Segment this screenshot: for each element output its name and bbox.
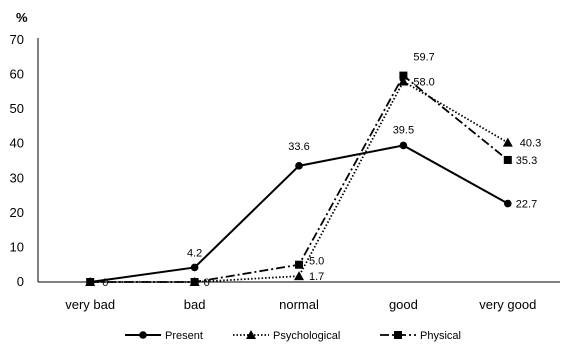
series-physical [86, 71, 512, 286]
series-line-psychological [90, 80, 509, 283]
series-psychological [85, 76, 513, 286]
legend-marker-present [139, 331, 147, 339]
legend-item-physical: Physical [380, 330, 461, 342]
legend: Present Psychological Physical [125, 330, 461, 342]
y-tick-label: 30 [10, 170, 24, 185]
y-tick-label: 0 [17, 274, 24, 289]
data-label: 0 [204, 277, 210, 289]
data-point-physical [399, 71, 408, 80]
data-label: 22.7 [516, 199, 537, 211]
data-label: 58.0 [413, 76, 434, 88]
y-tick-label: 20 [10, 205, 24, 220]
data-label: 39.5 [393, 124, 414, 136]
data-label: 40.3 [520, 138, 541, 150]
series-line-physical [90, 74, 509, 283]
legend-label-present: Present [165, 330, 203, 342]
data-label: 1.7 [309, 271, 324, 283]
y-tick-label: 40 [10, 136, 24, 151]
data-label: 35.3 [516, 155, 537, 167]
data-point-physical [503, 155, 512, 164]
data-point-present [504, 199, 512, 208]
y-tick-label: 70 [10, 32, 24, 47]
x-tick-label: good [389, 297, 418, 312]
data-point-psychological [502, 137, 513, 147]
y-tick-label: 10 [10, 239, 24, 254]
y-tick-labels: 0 10 20 30 40 50 60 70 [10, 32, 24, 289]
y-tick-label: 60 [10, 67, 24, 82]
legend-marker-physical [394, 331, 402, 339]
x-tick-label: normal [279, 297, 319, 312]
data-label: 33.6 [288, 141, 309, 153]
data-point-psychological [398, 76, 409, 86]
series-group [85, 71, 513, 286]
data-label: 59.7 [413, 52, 434, 64]
data-label: 0 [102, 277, 108, 289]
x-tick-label: very bad [65, 297, 115, 312]
x-tick-label: bad [184, 297, 206, 312]
x-tick-labels: very bad bad normal good very good [65, 297, 536, 312]
data-point-psychological [189, 277, 200, 286]
data-point-present [399, 141, 408, 150]
y-tick-label: 50 [10, 101, 24, 116]
legend-label-psychological: Psychological [273, 330, 340, 342]
x-tick-label: very good [479, 297, 536, 312]
series-present [86, 141, 512, 286]
data-point-present [86, 278, 94, 286]
legend-label-physical: Physical [420, 330, 461, 342]
y-axis-label: % [16, 10, 28, 25]
data-labels: 4.2 33.6 39.5 22.7 0 1.7 58.0 40.3 0 5.0 59.7 35.3 [102, 52, 541, 289]
axes [37, 38, 560, 283]
legend-item-present: Present [125, 330, 203, 342]
legend-marker-psychological [246, 330, 256, 339]
data-point-psychological [294, 271, 304, 281]
legend-item-psychological: Psychological [233, 330, 340, 342]
data-point-present [190, 263, 199, 272]
data-point-present [295, 162, 303, 170]
data-point-physical [295, 260, 303, 269]
data-label: 5.0 [309, 256, 324, 268]
data-label: 4.2 [187, 247, 202, 259]
